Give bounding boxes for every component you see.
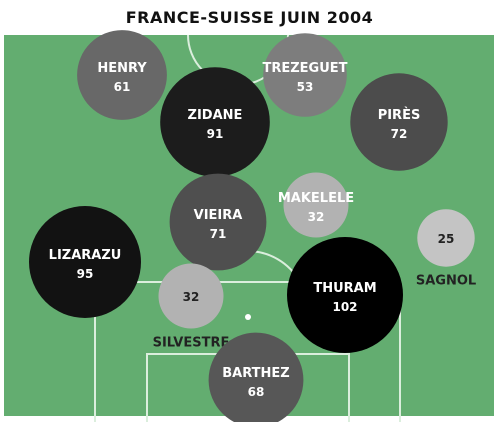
- player-value-label: 61: [114, 80, 131, 94]
- player-value-label: 72: [391, 127, 408, 141]
- player-bubble: [77, 30, 167, 120]
- penalty-area: [94, 281, 401, 422]
- player-name-label: PIRÈS: [378, 107, 421, 123]
- player-value-label: 68: [248, 385, 265, 399]
- player-value-label: 91: [207, 127, 224, 141]
- player-bubble: [417, 209, 475, 267]
- player-name-label: THURAM: [313, 281, 376, 296]
- chart-title: FRANCE-SUISSE JUIN 2004: [125, 8, 374, 27]
- player-bubble: [29, 206, 141, 318]
- player-bubble: [350, 73, 448, 171]
- player-bubble: [263, 33, 347, 117]
- player-name-label: HENRY: [97, 61, 147, 76]
- player-bubble: [169, 173, 267, 271]
- penalty-spot: [245, 314, 251, 320]
- player-name-label: SILVESTRE: [153, 335, 230, 350]
- player-bubble: [158, 263, 224, 329]
- player-name-label: VIEIRA: [194, 208, 243, 223]
- player-value-label: 95: [77, 267, 94, 281]
- player-name-label: ZIDANE: [188, 108, 243, 123]
- player-bubble: [208, 332, 304, 422]
- player-name-label: SAGNOL: [416, 274, 476, 289]
- player-name-label: TREZEGUET: [262, 61, 347, 76]
- player-name-label: BARTHEZ: [222, 366, 289, 381]
- player-name-label: MAKELELE: [278, 191, 354, 206]
- player-value-label: 25: [438, 232, 455, 246]
- player-value-label: 32: [308, 210, 325, 224]
- player-bubble: [283, 172, 349, 238]
- player-bubble: [160, 67, 270, 177]
- player-bubble: [287, 237, 403, 353]
- player-name-label: LIZARAZU: [49, 248, 122, 263]
- player-value-label: 71: [210, 227, 227, 241]
- player-value-label: 53: [297, 80, 314, 94]
- player-value-label: 102: [332, 300, 357, 314]
- player-value-label: 32: [183, 290, 200, 304]
